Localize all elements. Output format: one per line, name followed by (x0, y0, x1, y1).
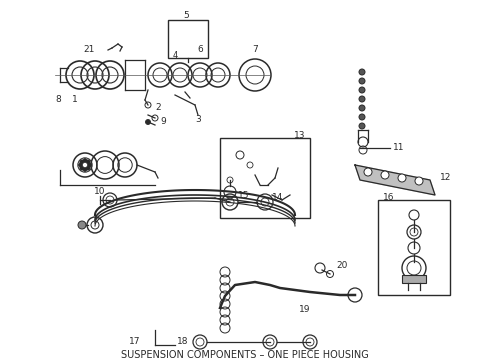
Text: 8: 8 (55, 95, 61, 104)
Text: 2: 2 (155, 104, 161, 112)
Circle shape (359, 87, 365, 93)
Bar (402, 275, 426, 283)
Text: 3: 3 (195, 116, 201, 125)
Circle shape (359, 78, 365, 84)
Circle shape (78, 221, 86, 229)
Circle shape (80, 166, 84, 170)
Text: 12: 12 (440, 174, 451, 183)
Text: SUSPENSION COMPONENTS – ONE PIECE HOUSING: SUSPENSION COMPONENTS – ONE PIECE HOUSIN… (121, 350, 369, 360)
Text: 10: 10 (94, 188, 106, 197)
Circle shape (86, 166, 90, 170)
Text: 14: 14 (272, 194, 283, 202)
Circle shape (415, 177, 423, 185)
Circle shape (359, 123, 365, 129)
Circle shape (359, 114, 365, 120)
Bar (378, 200, 450, 295)
Text: 16: 16 (383, 193, 394, 202)
Circle shape (86, 160, 90, 164)
Circle shape (359, 69, 365, 75)
Text: 19: 19 (299, 306, 311, 315)
Circle shape (381, 171, 389, 179)
Text: 20: 20 (336, 261, 347, 270)
Text: 1: 1 (72, 95, 78, 104)
Text: 5: 5 (183, 12, 189, 21)
Circle shape (359, 105, 365, 111)
Text: 9: 9 (160, 117, 166, 126)
Bar (168, 20, 208, 58)
Circle shape (78, 163, 82, 167)
Circle shape (146, 120, 150, 125)
Text: 6: 6 (197, 45, 203, 54)
Circle shape (80, 160, 84, 164)
Bar (220, 138, 310, 218)
Text: 18: 18 (177, 338, 189, 346)
Circle shape (398, 174, 406, 182)
Circle shape (83, 158, 87, 162)
Circle shape (364, 168, 372, 176)
Polygon shape (355, 165, 435, 195)
Text: 11: 11 (393, 144, 405, 153)
Circle shape (88, 163, 92, 167)
Text: 4: 4 (172, 51, 177, 60)
Text: 17: 17 (128, 338, 140, 346)
Text: 21: 21 (84, 45, 95, 54)
Text: 7: 7 (252, 45, 258, 54)
Circle shape (359, 96, 365, 102)
Circle shape (83, 167, 87, 171)
Text: 13: 13 (294, 130, 306, 139)
Text: 15: 15 (238, 190, 249, 199)
